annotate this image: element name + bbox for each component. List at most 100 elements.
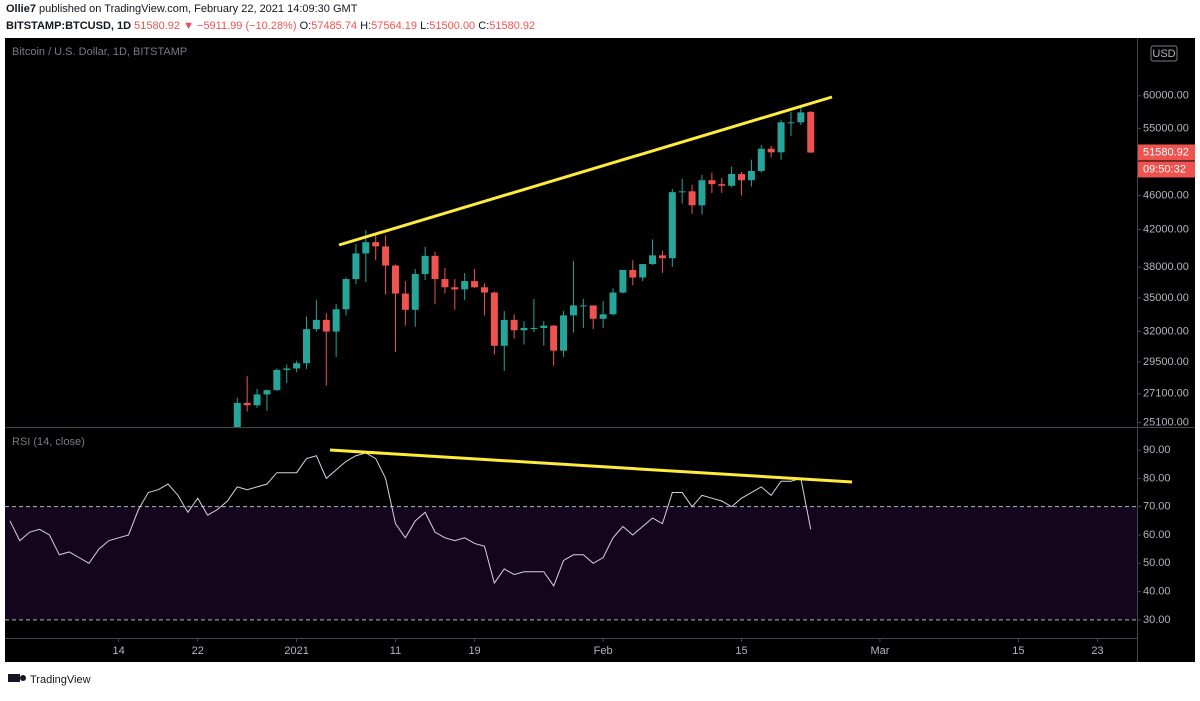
currency: USD <box>1152 48 1175 60</box>
x-tick-label: 15 <box>1012 645 1024 657</box>
y-tick-label: 38000.00 <box>1143 261 1189 273</box>
candle-body <box>342 279 350 310</box>
y-tick-label: 29500.00 <box>1143 356 1189 368</box>
publish-line: Ollie7 published on TradingView.com, Feb… <box>6 3 358 15</box>
candle-body <box>579 305 587 307</box>
x-tick-label: 22 <box>192 645 204 657</box>
candle-body <box>569 305 577 316</box>
candle-body <box>490 292 498 346</box>
symbol: BITSTAMP:BTCUSD, 1D <box>6 20 131 32</box>
candle-body <box>589 305 597 319</box>
candle-body <box>322 319 330 332</box>
candle-body <box>411 273 419 310</box>
candle-body <box>362 242 370 254</box>
rsi-band <box>5 506 1137 620</box>
candle-body <box>629 269 637 278</box>
candle-body <box>520 327 528 331</box>
x-tick-label: 23 <box>1091 645 1103 657</box>
ohlc-value: 57485.74 <box>311 20 357 32</box>
candle-body <box>560 315 568 351</box>
candle-body <box>658 255 666 259</box>
currency-badge <box>1150 45 1178 62</box>
pane-title: Bitcoin / U.S. Dollar, 1D, BITSTAMP <box>12 46 187 58</box>
candle-body <box>530 327 538 329</box>
y-tick-label: 42000.00 <box>1143 223 1189 235</box>
candle-body <box>777 122 785 153</box>
y-tick-label: 60.00 <box>1143 529 1171 541</box>
candle-body <box>471 281 479 288</box>
candle-body <box>698 180 706 206</box>
y-tick-label: 60000.00 <box>1143 90 1189 102</box>
x-tick-label: Mar <box>870 645 889 657</box>
candle-body <box>480 287 488 293</box>
y-tick-label: 50.00 <box>1143 557 1171 569</box>
y-tick-label: 55000.00 <box>1143 122 1189 134</box>
candle-body <box>401 293 409 310</box>
candle-body <box>797 112 805 123</box>
candle-body <box>649 255 657 265</box>
y-tick-label: 32000.00 <box>1143 325 1189 337</box>
ohlc-key: L: <box>420 20 429 32</box>
rsi-pane <box>5 452 1137 621</box>
candle-body <box>421 255 429 274</box>
ohlc-value: 51580.92 <box>489 20 535 32</box>
candle-body <box>233 402 241 427</box>
candle-body <box>757 148 765 171</box>
candle-body <box>619 269 627 293</box>
candle-body <box>738 174 746 181</box>
candle-body <box>441 279 449 288</box>
candle-body <box>639 264 647 278</box>
brand-logo <box>8 674 26 682</box>
y-tick-label: 40.00 <box>1143 585 1171 597</box>
y-tick-label: 80.00 <box>1143 472 1171 484</box>
candle-body <box>391 265 399 294</box>
x-tick-label: 19 <box>468 645 480 657</box>
candle-body <box>461 281 469 290</box>
candle-body <box>668 192 676 259</box>
x-tick-label: 15 <box>735 645 747 657</box>
published: published on TradingView.com, February 2… <box>39 3 358 15</box>
candle-body <box>332 309 340 332</box>
ohlc-key: O: <box>300 20 312 32</box>
ohlc-key: H: <box>360 20 371 32</box>
y-tick-label: 30.00 <box>1143 614 1171 626</box>
ohlc-value: 51500.00 <box>429 20 475 32</box>
candle-body <box>599 314 607 319</box>
candle-body <box>352 253 360 280</box>
price-pane <box>233 106 815 427</box>
brand: TradingView <box>30 674 91 686</box>
candle-body <box>787 122 795 124</box>
x-tick-label: 2021 <box>284 645 308 657</box>
candle-body <box>293 363 301 369</box>
x-tick-label: 14 <box>113 645 125 657</box>
candle-body <box>688 191 696 206</box>
y-tick-label: 70.00 <box>1143 501 1171 513</box>
y-tick-label: 46000.00 <box>1143 189 1189 201</box>
last-price: 51580.92 <box>1143 146 1189 158</box>
candle-body <box>609 292 617 315</box>
countdown-box <box>1138 161 1195 178</box>
candle-body <box>718 184 726 186</box>
candle-body <box>807 111 815 153</box>
candle-body <box>728 174 736 186</box>
candle-body <box>372 242 380 247</box>
candle-body <box>283 368 291 370</box>
rsi-line <box>9 452 812 587</box>
y-tick-label: 90.00 <box>1143 444 1171 456</box>
candle-body <box>302 329 310 364</box>
candle-body <box>747 170 755 181</box>
last-price-box <box>1138 144 1195 161</box>
candle-body <box>540 325 548 328</box>
trend-line <box>338 95 833 247</box>
candle-body <box>312 319 320 330</box>
x-tick-label: Feb <box>594 645 613 657</box>
candle-body <box>243 402 251 406</box>
candle-body <box>273 369 281 391</box>
change: 51580.92 ▼ −5911.99 (−10.28%) <box>134 20 296 32</box>
rsi-title: RSI (14, close) <box>12 436 85 448</box>
author: Ollie7 <box>6 3 36 15</box>
trend-line <box>329 448 853 484</box>
candle-body <box>510 319 518 331</box>
